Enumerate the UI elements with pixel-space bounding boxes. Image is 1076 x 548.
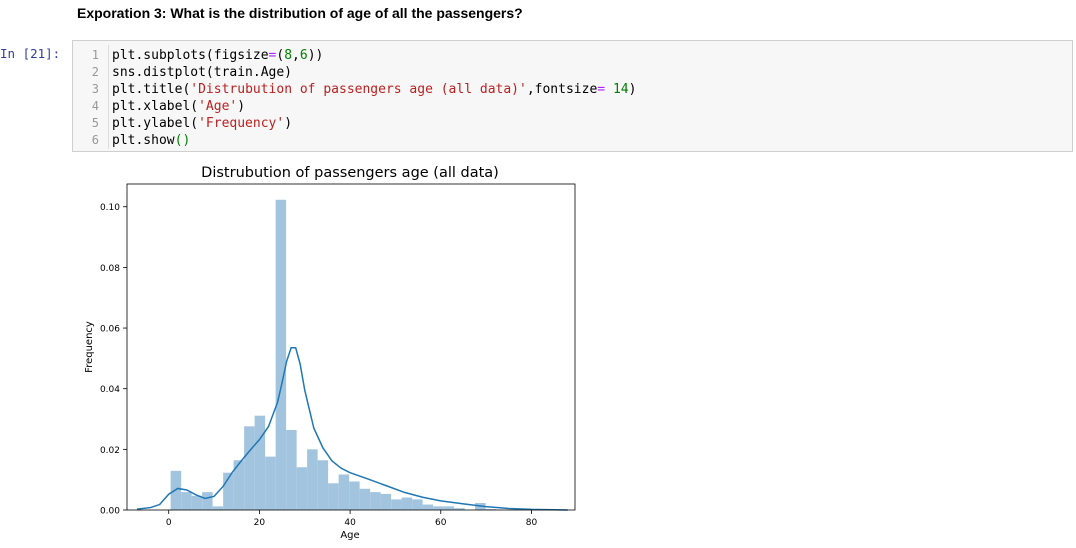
x-tick-label: 0: [166, 518, 172, 528]
histogram-bar: [380, 493, 392, 510]
code-token: 'Frequency': [198, 116, 285, 131]
code-line[interactable]: plt.title('Distrubution of passengers ag…: [112, 81, 636, 98]
line-number-gutter: [73, 45, 109, 149]
code-token: ): [284, 116, 293, 131]
x-axis-label: Age: [340, 530, 359, 541]
age-distribution-chart: Distrubution of passengers age (all data…: [84, 165, 576, 541]
code-token: plt.subplots(figsize: [112, 48, 269, 63]
code-cell[interactable]: 1 plt.subplots(figsize=(8,6)) 2 sns.distplo…: [72, 40, 1073, 152]
code-line[interactable]: plt.show(): [112, 132, 190, 149]
y-tick-label: 0.02: [100, 446, 120, 456]
histogram-bar: [223, 472, 234, 510]
code-token: 14: [612, 82, 629, 97]
line-number: 5: [91, 116, 99, 130]
code-token: plt.show: [112, 133, 175, 148]
code-token: (: [276, 48, 285, 63]
line-number: 2: [91, 65, 99, 79]
x-tick-label: 20: [254, 518, 266, 528]
histogram-bar: [349, 481, 360, 510]
histogram-bar: [286, 429, 297, 510]
histogram-bar: [328, 483, 339, 510]
code-token: )): [307, 48, 324, 63]
histogram-bar: [422, 504, 434, 510]
histogram-bar: [370, 492, 381, 510]
code-token: 6: [299, 48, 308, 63]
histogram-bar: [485, 509, 497, 510]
code-token: =: [268, 48, 277, 63]
code-token: 'Distrubution of passengers age (all dat…: [190, 82, 527, 97]
histogram-bar: [391, 499, 402, 510]
code-token: 8: [284, 48, 293, 63]
code-token: ,fontsize: [526, 82, 598, 97]
histogram-bar: [212, 506, 224, 510]
code-token: plt.xlabel(: [112, 99, 199, 114]
histogram-bar: [202, 492, 213, 510]
histogram-bar: [412, 499, 423, 510]
code-token: ,: [292, 48, 300, 63]
y-tick-label: 0.10: [100, 203, 120, 213]
y-tick-label: 0.00: [100, 507, 120, 517]
chart-title: Distrubution of passengers age (all data…: [201, 165, 499, 181]
code-token: (): [174, 133, 191, 148]
histogram-bar: [317, 460, 329, 510]
line-number: 1: [91, 48, 99, 62]
code-line[interactable]: plt.subplots(figsize=(8,6)): [112, 47, 323, 64]
histogram-bar: [443, 506, 455, 510]
code-token: ): [628, 82, 637, 97]
code-token: plt.ylabel(: [112, 116, 199, 131]
section-heading: Exporation 3: What is the distribution o…: [77, 5, 523, 21]
kde-curve: [136, 347, 568, 511]
histogram-bar: [296, 467, 308, 510]
histogram-bar: [254, 415, 266, 510]
code-token: ): [237, 99, 246, 114]
code-token: [605, 82, 613, 97]
plot-frame: [126, 183, 576, 511]
histogram-bar: [233, 460, 245, 510]
x-tick-label: 80: [526, 518, 538, 528]
code-token: sns.distplot(train.Age): [112, 65, 293, 80]
code-line[interactable]: plt.ylabel('Frequency'): [112, 115, 292, 132]
histogram-bar: [359, 488, 371, 510]
y-axis-label: Frequency: [84, 321, 95, 373]
histogram-bar: [307, 449, 318, 510]
code-token: =: [597, 82, 606, 97]
histogram-bar: [265, 456, 276, 510]
x-tick-label: 60: [435, 518, 447, 528]
histogram-bar: [433, 506, 444, 510]
code-token: 'Age': [198, 99, 238, 114]
line-number: 4: [91, 99, 99, 113]
histogram-bar: [275, 199, 287, 511]
histogram-bar: [191, 495, 203, 510]
line-number: 6: [91, 133, 99, 147]
x-tick-label: 40: [344, 518, 356, 528]
y-tick-label: 0.04: [100, 385, 120, 395]
code-line[interactable]: plt.xlabel('Age'): [112, 98, 245, 115]
cell-output: Distrubution of passengers age (all data…: [70, 158, 590, 543]
cell-prompt: In [21]:: [0, 46, 61, 61]
histogram-bar: [181, 492, 192, 510]
histogram-bar: [244, 426, 255, 510]
code-line[interactable]: sns.distplot(train.Age): [112, 64, 292, 81]
line-number: 3: [91, 82, 99, 96]
histogram-bar: [338, 474, 350, 510]
code-token: plt.title(: [112, 82, 191, 97]
y-tick-label: 0.06: [100, 325, 120, 335]
histogram-bar: [454, 508, 465, 510]
y-tick-label: 0.08: [100, 264, 120, 274]
histogram-bar: [401, 497, 413, 510]
